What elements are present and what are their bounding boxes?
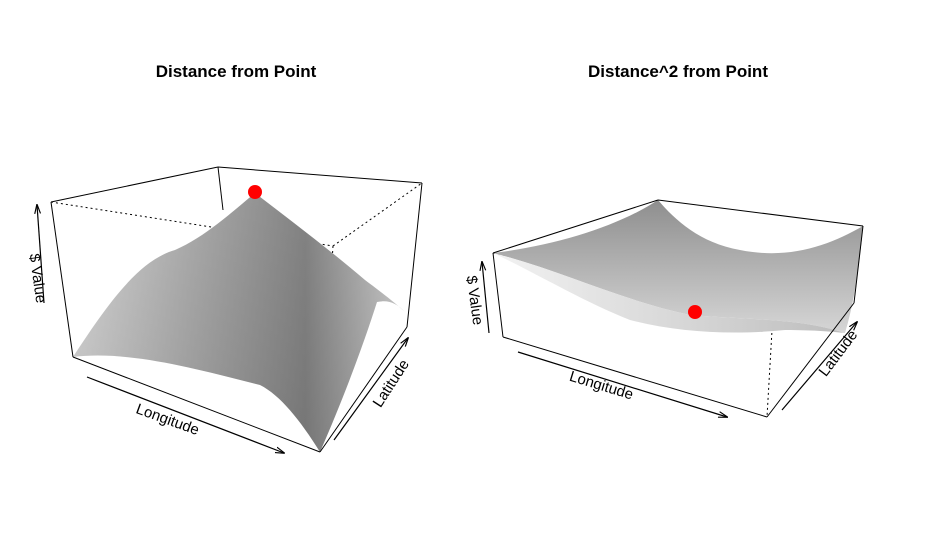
z-axis-arrow [482, 262, 490, 334]
x-axis-label: Longitude [134, 401, 202, 440]
panel-distance-squared: Distance^2 from Point Longitude Latitude [463, 62, 864, 418]
box-back-edges [50, 182, 423, 453]
surface-bowl [493, 200, 863, 333]
y-axis-label: Latitude [370, 357, 413, 411]
highlight-point [248, 185, 262, 199]
z-axis-arrow [37, 205, 45, 304]
y-axis-arrow [333, 338, 408, 441]
surface-shade [73, 193, 405, 452]
surface-front [493, 253, 845, 333]
z-axis-label: $ Value [26, 253, 50, 305]
highlight-point [688, 305, 702, 319]
panel-distance: Distance from Point Longitude [26, 62, 423, 453]
x-axis-arrow [86, 376, 284, 453]
box-front-edges [492, 199, 864, 418]
surface-peak [73, 193, 405, 452]
y-axis-label: Latitude [816, 327, 862, 380]
chart-title: Distance^2 from Point [588, 62, 768, 81]
box-front-edges [50, 166, 423, 453]
x-axis-arrow [517, 351, 727, 417]
x-axis-label: Longitude [567, 368, 635, 404]
y-axis-arrow [781, 322, 857, 411]
z-axis-label: $ Value [463, 275, 487, 327]
chart-title: Distance from Point [156, 62, 317, 81]
surface-back [493, 200, 863, 333]
